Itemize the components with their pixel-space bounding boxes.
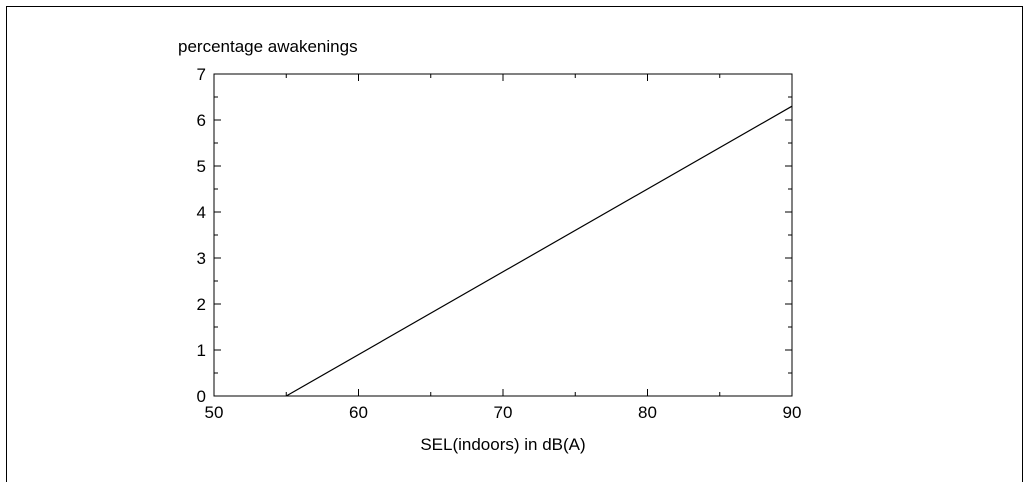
y-tick-label: 1 (197, 341, 206, 360)
x-tick-label: 80 (638, 403, 657, 422)
y-axis: 0 1 2 3 4 5 6 7 (197, 65, 792, 406)
y-tick-label: 0 (197, 387, 206, 406)
y-tick-label: 4 (197, 203, 206, 222)
series-group (285, 105, 793, 397)
y-tick-label: 6 (197, 111, 206, 130)
x-tick-label: 70 (494, 403, 513, 422)
chart-frame (6, 6, 1023, 482)
y-tick-label: 2 (197, 295, 206, 314)
x-axis: 50 60 70 80 90 (205, 74, 802, 422)
y-tick-label: 5 (197, 157, 206, 176)
y-axis-title: percentage awakenings (178, 37, 358, 56)
plot-area (213, 73, 793, 397)
y-tick-label: 7 (197, 65, 206, 84)
y-tick-label: 3 (197, 249, 206, 268)
x-tick-label: 90 (783, 403, 802, 422)
x-axis-title: SEL(indoors) in dB(A) (420, 435, 585, 454)
x-tick-label: 60 (349, 403, 368, 422)
series-line (285, 105, 793, 397)
x-tick-label: 50 (205, 403, 224, 422)
